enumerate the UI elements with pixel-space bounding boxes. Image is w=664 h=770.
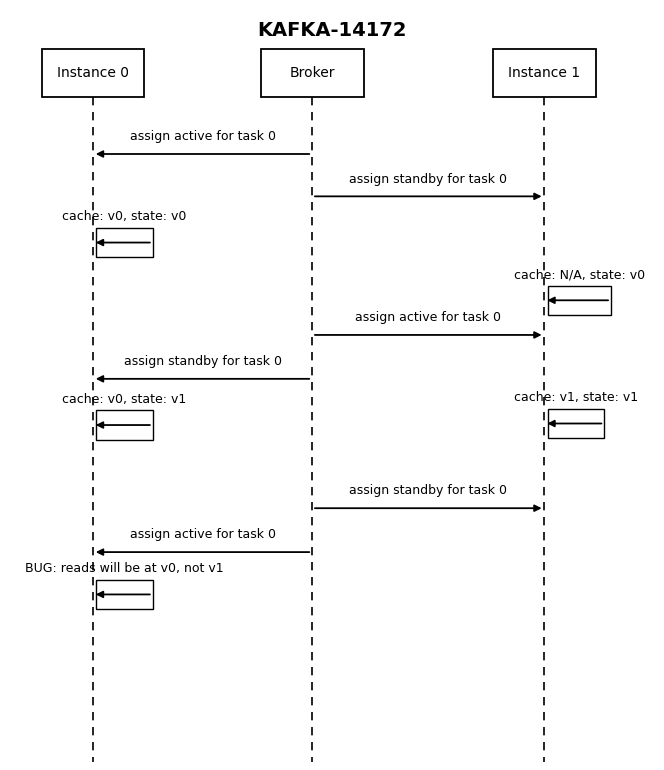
Text: assign active for task 0: assign active for task 0 [355, 311, 501, 324]
Text: cache: v1, state: v1: cache: v1, state: v1 [514, 391, 638, 404]
Text: assign standby for task 0: assign standby for task 0 [349, 484, 507, 497]
Text: assign standby for task 0: assign standby for task 0 [349, 172, 507, 186]
Text: assign standby for task 0: assign standby for task 0 [124, 355, 282, 368]
Text: cache: v0, state: v0: cache: v0, state: v0 [62, 210, 187, 223]
Text: cache: N/A, state: v0: cache: N/A, state: v0 [514, 268, 645, 281]
Text: BUG: reads will be at v0, not v1: BUG: reads will be at v0, not v1 [25, 562, 224, 575]
Bar [96, 580, 153, 609]
Text: Instance 1: Instance 1 [509, 66, 580, 80]
Text: assign active for task 0: assign active for task 0 [129, 130, 276, 143]
Bar [42, 49, 145, 97]
Text: Broker: Broker [290, 66, 335, 80]
Bar [260, 49, 364, 97]
Bar [548, 286, 611, 315]
Text: assign active for task 0: assign active for task 0 [129, 528, 276, 541]
Bar [96, 228, 153, 257]
Bar [493, 49, 596, 97]
Bar [548, 409, 604, 438]
Bar [96, 410, 153, 440]
Text: cache: v0, state: v1: cache: v0, state: v1 [62, 393, 187, 406]
Text: KAFKA-14172: KAFKA-14172 [257, 22, 407, 40]
Text: Instance 0: Instance 0 [57, 66, 129, 80]
